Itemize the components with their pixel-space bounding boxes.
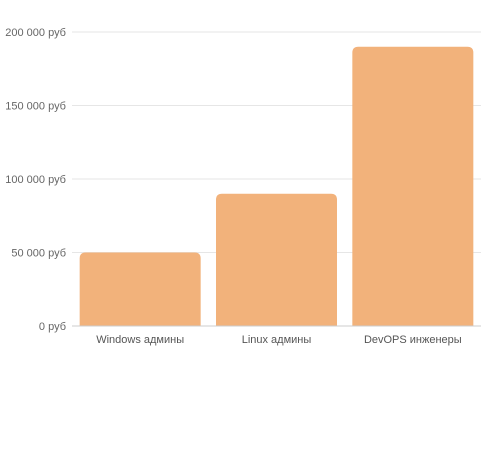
y-tick-label: 100 000 руб [5,174,66,186]
bars [80,47,474,326]
x-tick-label: DevOPS инженеры [364,334,462,346]
y-tick-label: 0 руб [39,321,66,333]
bar [80,253,201,327]
y-tick-label: 200 000 руб [5,27,66,39]
bar [216,194,337,326]
y-tick-label: 150 000 руб [5,101,66,113]
bar [352,47,473,326]
x-tick-label: Linux админы [242,334,312,346]
x-axis-ticks: Windows админы Linux админы DevOPS инженер… [96,334,462,346]
y-axis-ticks: 0 руб 50 000 руб 100 000 руб 150 000 руб 200… [5,27,66,333]
y-tick-label: 50 000 руб [11,248,66,260]
x-tick-label: Windows админы [96,334,184,346]
